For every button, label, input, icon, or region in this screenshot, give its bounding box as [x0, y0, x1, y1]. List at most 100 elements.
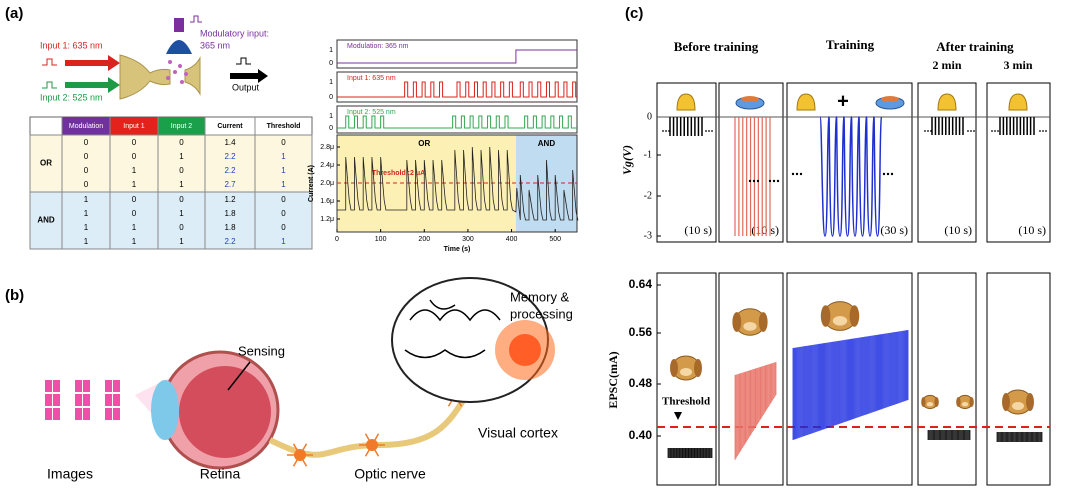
tick-label: 0	[647, 111, 652, 122]
cell: 1	[179, 180, 184, 189]
ear	[820, 305, 831, 327]
cell: 1	[132, 166, 137, 175]
cell: 0	[132, 209, 137, 218]
dot	[776, 179, 780, 183]
tick-label: 0	[335, 236, 339, 243]
shape	[42, 58, 57, 66]
b-label: Visual cortex	[478, 425, 558, 441]
dot	[967, 130, 969, 132]
lamp	[166, 40, 192, 54]
duration: (10 s)	[684, 223, 712, 237]
cell: 0	[84, 180, 89, 189]
ear	[670, 359, 678, 377]
tick-label: 1	[329, 113, 333, 120]
cell: 0	[84, 166, 89, 175]
dot	[711, 130, 713, 132]
region-label: OR	[418, 139, 430, 148]
tick-label: 0.48	[629, 376, 653, 390]
pixel	[105, 394, 112, 406]
snout	[680, 368, 692, 376]
pixel	[45, 408, 52, 420]
shape	[337, 115, 577, 129]
cell: 0	[179, 223, 184, 232]
cell: 1	[179, 237, 184, 246]
dot	[924, 130, 926, 132]
tick-label: 0.40	[629, 428, 653, 442]
dot	[930, 130, 932, 132]
ear	[758, 312, 768, 332]
particle	[166, 76, 170, 80]
tick-label: 100	[375, 236, 387, 243]
header-cell	[110, 117, 158, 135]
snout	[1012, 402, 1024, 410]
box	[336, 71, 578, 103]
header-text: Input 1	[123, 123, 145, 130]
ear	[921, 397, 926, 407]
b-label: processing	[510, 306, 573, 321]
dot	[1042, 130, 1044, 132]
pixel	[75, 380, 82, 392]
dot	[772, 179, 776, 183]
arrow	[674, 412, 682, 420]
line	[227, 361, 251, 391]
food	[881, 96, 899, 102]
group-name: OR	[40, 159, 52, 168]
input-label: Modulatory input:	[200, 28, 269, 38]
input-label: Input 2: 525 nm	[40, 92, 103, 102]
plus-sign: +	[837, 90, 849, 112]
tick-label: 2.8μ	[320, 144, 334, 151]
panel-label: (c)	[625, 5, 643, 22]
trace-label: Input 1: 635 nm	[347, 75, 396, 82]
tick-label: 1.6μ	[320, 198, 334, 205]
cell: 0	[281, 138, 286, 147]
particle	[173, 70, 177, 74]
pixel	[45, 380, 52, 392]
dot	[791, 172, 795, 176]
dot	[1039, 130, 1041, 132]
c-header: After training	[936, 39, 1014, 54]
shape	[190, 15, 202, 23]
cell: 0	[281, 223, 286, 232]
cornea	[151, 380, 179, 440]
dot	[705, 130, 707, 132]
cell: 1	[132, 237, 137, 246]
tick-label: 500	[549, 236, 561, 243]
input-label: 365 nm	[200, 40, 230, 50]
glow	[509, 334, 541, 366]
snout	[832, 316, 848, 326]
neuron	[184, 56, 201, 96]
particle	[178, 64, 182, 68]
shape	[337, 49, 577, 64]
tick-label: 1	[329, 47, 333, 54]
tick-label: 0.64	[629, 277, 653, 291]
cell: 1	[179, 152, 184, 161]
output-label: Output	[232, 82, 260, 92]
pixel	[105, 380, 112, 392]
group-name: AND	[37, 216, 55, 225]
arrow	[230, 69, 268, 83]
tick-label: -1	[644, 149, 652, 160]
food	[741, 96, 759, 102]
box	[786, 272, 913, 486]
dot	[668, 130, 670, 132]
cell: 1	[84, 237, 89, 246]
cell: 1	[132, 223, 137, 232]
cell: 2.7	[224, 180, 236, 189]
cell: 0	[281, 195, 286, 204]
light	[174, 18, 184, 32]
cell: 1	[281, 152, 286, 161]
particle	[168, 60, 172, 64]
bell	[796, 93, 816, 111]
pixel	[83, 380, 90, 392]
header-text: Threshold	[267, 123, 301, 130]
tick-label: 0	[329, 94, 333, 101]
c-header: Training	[826, 37, 875, 52]
header-text: Current	[217, 123, 243, 130]
dot	[970, 130, 972, 132]
dot	[882, 172, 886, 176]
cell: 0	[132, 195, 137, 204]
neuron	[119, 54, 171, 100]
pixel	[113, 380, 120, 392]
dot	[756, 179, 760, 183]
dot	[662, 130, 664, 132]
